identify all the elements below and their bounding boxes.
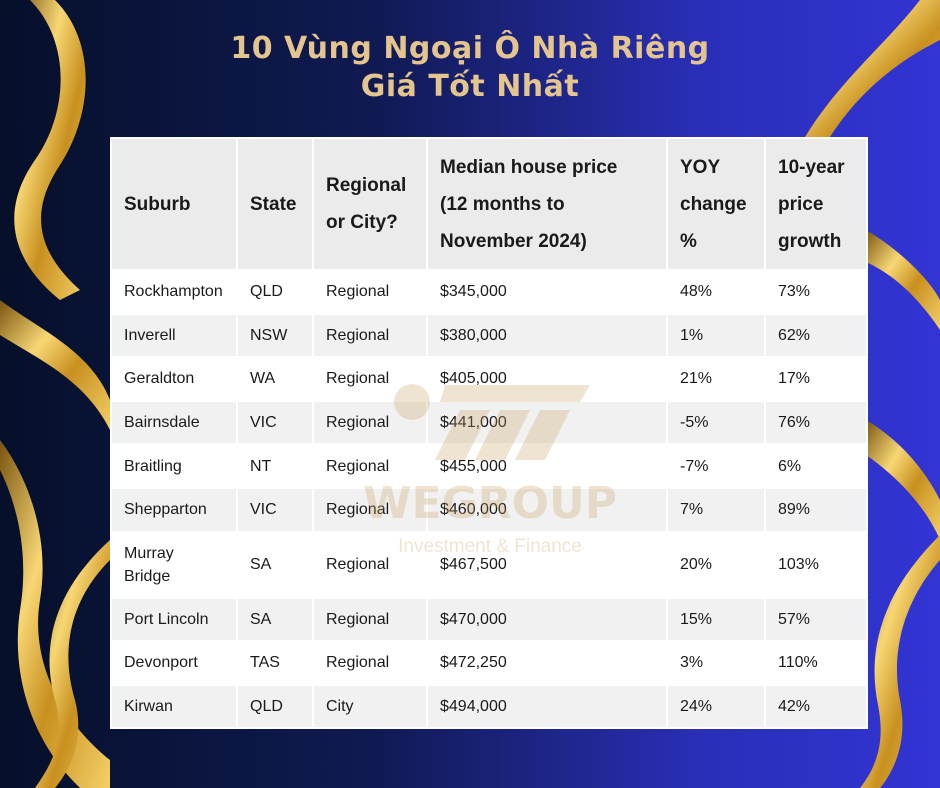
cell-type: Regional — [312, 530, 428, 599]
cell-growth: 6% — [764, 443, 868, 489]
cell-type: Regional — [312, 486, 428, 533]
cell-median: $345,000 — [426, 269, 668, 315]
cell-suburb: Kirwan — [110, 683, 238, 730]
table-row: Bairnsdale VIC Regional $441,000 -5% 76% — [110, 399, 868, 446]
table-header-row: Suburb State Regional or City? Median ho… — [110, 137, 868, 271]
cell-state: NT — [236, 443, 314, 489]
cell-growth: 103% — [764, 530, 868, 599]
cell-median: $455,000 — [426, 443, 668, 489]
cell-median: $470,000 — [426, 596, 668, 643]
cell-yoy: 48% — [666, 269, 766, 315]
cell-growth: 110% — [764, 640, 868, 686]
table-row: Inverell NSW Regional $380,000 1% 62% — [110, 312, 868, 359]
cell-yoy: 1% — [666, 312, 766, 359]
cell-suburb: Rockhampton — [110, 269, 238, 315]
cell-growth: 89% — [764, 486, 868, 533]
cell-growth: 73% — [764, 269, 868, 315]
cell-suburb: Geraldton — [110, 356, 238, 402]
cell-suburb: Murray Bridge — [110, 530, 238, 599]
cell-yoy: 3% — [666, 640, 766, 686]
cell-growth: 42% — [764, 683, 868, 730]
cell-state: QLD — [236, 683, 314, 730]
header-median-price: Median house price (12 months to Novembe… — [426, 137, 668, 271]
cell-median: $441,000 — [426, 399, 668, 446]
cell-median: $460,000 — [426, 486, 668, 533]
cell-median: $467,500 — [426, 530, 668, 599]
page-title: 10 Vùng Ngoại Ô Nhà Riêng Giá Tốt Nhất — [0, 30, 940, 106]
cell-type: Regional — [312, 640, 428, 686]
cell-state: NSW — [236, 312, 314, 359]
cell-type: Regional — [312, 399, 428, 446]
header-yoy-change: YOY change % — [666, 137, 766, 271]
cell-type: Regional — [312, 312, 428, 359]
cell-median: $405,000 — [426, 356, 668, 402]
cell-median: $494,000 — [426, 683, 668, 730]
cell-type: Regional — [312, 596, 428, 643]
table-row: Port Lincoln SA Regional $470,000 15% 57… — [110, 596, 868, 643]
cell-type: Regional — [312, 356, 428, 402]
cell-state: SA — [236, 530, 314, 599]
table-row: Kirwan QLD City $494,000 24% 42% — [110, 683, 868, 730]
cell-type: Regional — [312, 443, 428, 489]
price-table-container: Suburb State Regional or City? Median ho… — [110, 137, 868, 730]
table-row: Shepparton VIC Regional $460,000 7% 89% — [110, 486, 868, 533]
suburb-price-table: Suburb State Regional or City? Median ho… — [110, 137, 868, 730]
table-row: Braitling NT Regional $455,000 -7% 6% — [110, 443, 868, 489]
cell-state: QLD — [236, 269, 314, 315]
cell-type: City — [312, 683, 428, 730]
cell-suburb: Shepparton — [110, 486, 238, 533]
cell-yoy: 24% — [666, 683, 766, 730]
cell-median: $472,250 — [426, 640, 668, 686]
cell-yoy: 7% — [666, 486, 766, 533]
cell-suburb: Braitling — [110, 443, 238, 489]
cell-yoy: -7% — [666, 443, 766, 489]
header-state: State — [236, 137, 314, 271]
cell-suburb: Port Lincoln — [110, 596, 238, 643]
cell-yoy: 15% — [666, 596, 766, 643]
table-row: Murray Bridge SA Regional $467,500 20% 1… — [110, 530, 868, 599]
header-regional-or-city: Regional or City? — [312, 137, 428, 271]
cell-state: TAS — [236, 640, 314, 686]
cell-growth: 57% — [764, 596, 868, 643]
cell-yoy: 20% — [666, 530, 766, 599]
table-row: Devonport TAS Regional $472,250 3% 110% — [110, 640, 868, 686]
header-10-year-growth: 10-year price growth — [764, 137, 868, 271]
cell-state: VIC — [236, 399, 314, 446]
title-line-2: Giá Tốt Nhất — [360, 69, 580, 104]
cell-state: WA — [236, 356, 314, 402]
cell-suburb: Bairnsdale — [110, 399, 238, 446]
cell-suburb: Inverell — [110, 312, 238, 359]
cell-median: $380,000 — [426, 312, 668, 359]
cell-state: VIC — [236, 486, 314, 533]
cell-yoy: 21% — [666, 356, 766, 402]
cell-state: SA — [236, 596, 314, 643]
table-row: Geraldton WA Regional $405,000 21% 17% — [110, 356, 868, 402]
cell-suburb: Devonport — [110, 640, 238, 686]
table-row: Rockhampton QLD Regional $345,000 48% 73… — [110, 269, 868, 315]
header-suburb: Suburb — [110, 137, 238, 271]
cell-yoy: -5% — [666, 399, 766, 446]
cell-type: Regional — [312, 269, 428, 315]
cell-growth: 62% — [764, 312, 868, 359]
cell-growth: 17% — [764, 356, 868, 402]
cell-growth: 76% — [764, 399, 868, 446]
title-line-1: 10 Vùng Ngoại Ô Nhà Riêng — [230, 31, 710, 66]
